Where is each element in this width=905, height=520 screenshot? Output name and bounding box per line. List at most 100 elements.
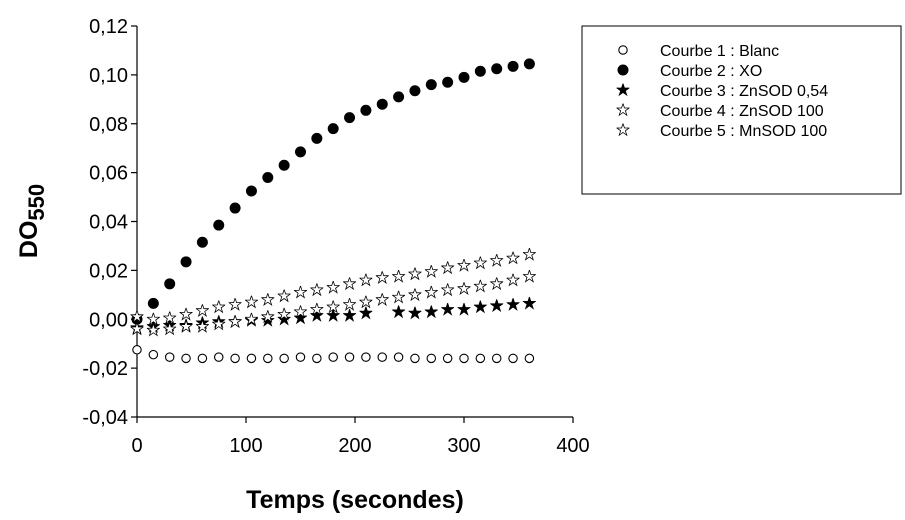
series-2-point: [393, 91, 405, 103]
series-5-point: [343, 277, 355, 289]
series-2-point: [327, 123, 339, 135]
legend-item-3: Courbe 3 : ZnSOD 0,54: [617, 83, 828, 100]
y-ticks: -0,04 -0,02 0,00 0,02 0,04 0,06 0,08 0,10 0,12: [82, 16, 137, 429]
series-2-point: [360, 104, 372, 116]
series-1-point: [393, 352, 404, 362]
series-5-point: [311, 283, 323, 295]
series-1-point: [377, 352, 387, 362]
series-2-point: [458, 71, 470, 83]
series-3-point: [343, 309, 355, 321]
series-1-point: [442, 353, 453, 364]
legend: Courbe 1 : Blanc Courbe 2 : XO Courbe 3 : …: [581, 25, 902, 195]
series-2-point: [278, 159, 290, 171]
series-4-point: [392, 291, 404, 303]
series-1-point: [197, 353, 208, 364]
series-4-point: [458, 282, 470, 294]
x-ticks: 0 100 200 300 400: [131, 417, 590, 457]
series-2-point: [262, 172, 274, 184]
legend-label-5: Courbe 5 : MnSOD 100: [660, 123, 827, 140]
series-4-point: [343, 298, 355, 310]
series-layer: [131, 58, 536, 364]
series-2: [131, 58, 535, 325]
series-5-point: [425, 265, 437, 277]
series-1-point: [361, 352, 371, 362]
series-2-point: [507, 60, 519, 72]
series-5-point: [278, 290, 290, 302]
legend-item-4: Courbe 4 : ZnSOD 100: [617, 103, 824, 120]
legend-label-3: Courbe 3 : ZnSOD 0,54: [660, 83, 828, 100]
series-1-point: [426, 353, 437, 364]
series-5-point: [180, 308, 192, 320]
series-2-point: [245, 185, 257, 197]
series-2-point: [213, 219, 225, 231]
series-4-point: [474, 280, 486, 292]
series-1-point: [344, 352, 355, 362]
legend-marker-2: [617, 64, 629, 76]
x-axis-title: Temps (secondes): [246, 486, 464, 514]
series-1-point: [263, 353, 273, 364]
series-3-point: [360, 307, 372, 319]
y-axis-title: DO550: [15, 184, 49, 258]
series-5-point: [213, 301, 225, 313]
series-5-point: [294, 286, 306, 298]
y-tick-label: -0,04: [82, 407, 128, 429]
series-2-point: [164, 278, 176, 290]
y-axis-title-main: DO: [15, 221, 43, 259]
series-2-point: [295, 146, 306, 158]
series-5-point: [491, 254, 503, 266]
series-3-point: [425, 305, 437, 317]
x-tick-label: 300: [447, 435, 480, 457]
series-5-point: [507, 252, 519, 264]
series-2-point: [196, 236, 208, 248]
series-2-point: [344, 112, 356, 124]
series-5-point: [458, 259, 470, 271]
series-1-point: [148, 349, 159, 360]
series-1-point: [475, 353, 486, 364]
series-1-point: [328, 352, 338, 362]
series-2-point: [147, 297, 159, 309]
series-5-point: [360, 274, 372, 286]
legend-label-2: Courbe 2 : XO: [660, 63, 762, 80]
series-1-point: [279, 353, 289, 364]
series-5-point: [262, 293, 274, 305]
y-tick-label: 0,02: [89, 260, 128, 282]
y-tick-label: -0,02: [82, 358, 128, 380]
series-4-point: [441, 283, 453, 295]
series-2-point: [442, 76, 454, 88]
series-2-point: [523, 58, 535, 70]
legend-items: Courbe 1 : Blanc Courbe 2 : XO Courbe 3 : …: [617, 43, 828, 140]
series-5-point: [523, 248, 535, 260]
series-3-point: [327, 309, 339, 321]
y-tick-label: 0,10: [89, 65, 128, 87]
y-tick-label: 0,06: [89, 163, 128, 185]
series-4-point: [229, 315, 241, 327]
series-1-point: [164, 352, 175, 362]
series-5-point: [229, 298, 241, 310]
series-3-point: [441, 303, 453, 315]
series-4-point: [507, 274, 519, 286]
x-tick-label: 0: [131, 435, 142, 457]
series-1-point: [459, 353, 469, 364]
series-1-point: [246, 353, 257, 364]
series-1-point: [132, 345, 142, 355]
series-2-point: [311, 132, 323, 144]
series-3-point: [392, 305, 404, 317]
series-1-point: [491, 353, 502, 364]
series-3-point: [507, 298, 519, 310]
series-4: [131, 270, 536, 336]
series-3-point: [474, 301, 486, 313]
legend-box: [581, 25, 902, 195]
x-tick-label: 200: [338, 435, 371, 457]
series-5-point: [245, 296, 257, 308]
y-tick-label: 0,08: [89, 114, 128, 136]
series-5-point: [327, 281, 339, 293]
series-2-point: [425, 79, 437, 91]
y-tick-label: 0,00: [89, 309, 128, 331]
y-tick-label: 0,04: [89, 212, 128, 234]
series-4-point: [360, 296, 372, 308]
series-1-point: [524, 353, 535, 364]
plot-area: -0,04 -0,02 0,00 0,02 0,04 0,06 0,08 0,10 0,12 0…: [82, 16, 589, 457]
legend-label-4: Courbe 4 : ZnSOD 100: [660, 103, 824, 120]
series-3-point: [409, 307, 421, 319]
series-5-point: [376, 271, 388, 283]
